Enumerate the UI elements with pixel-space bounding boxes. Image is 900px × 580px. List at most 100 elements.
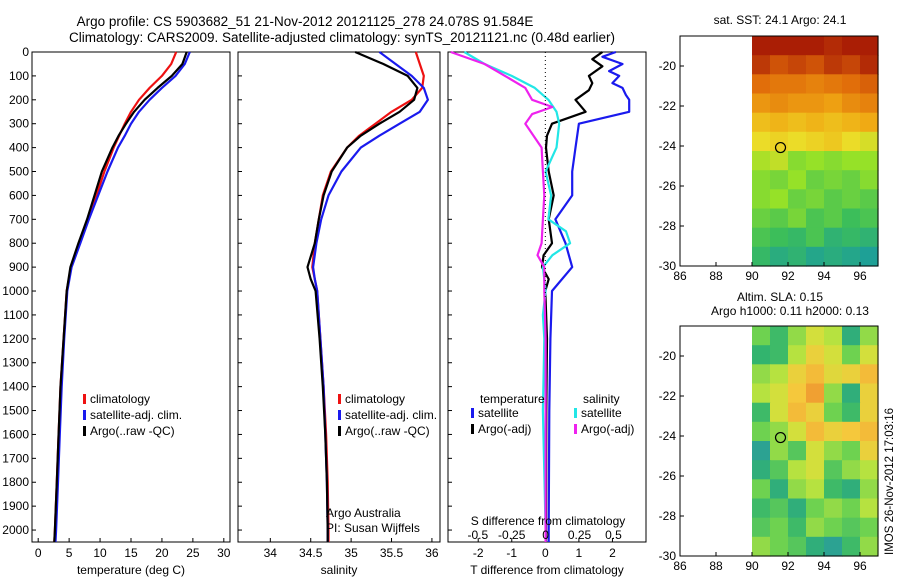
heatmap-cell — [788, 421, 807, 442]
heatmap-cell — [860, 55, 879, 75]
x-tick-label: 96 — [853, 559, 867, 573]
heatmap-cell — [860, 189, 879, 210]
legend-swatch — [83, 426, 86, 436]
heatmap-cell — [806, 402, 825, 423]
x-tick-label: 20 — [155, 546, 169, 560]
heatmap-cell — [752, 345, 771, 365]
x-tick-label: 30 — [217, 546, 231, 560]
legend-label: Argo(..raw -QC) — [90, 424, 175, 438]
y-tick-label: -28 — [659, 219, 677, 233]
heatmap-cell — [860, 402, 879, 423]
heatmap-cell — [824, 227, 843, 248]
salinity-panel: 34 34.5 35 35.5 36 salinity climatology satelli… — [237, 50, 441, 577]
heatmap-cell — [770, 131, 789, 152]
legend-swatch — [471, 408, 474, 418]
legend-label: satellite — [581, 406, 622, 420]
series-line-argo-raw-qc- — [53, 51, 188, 543]
heatmap-cell — [770, 383, 789, 404]
heatmap-cell — [806, 112, 825, 133]
heatmap-cell — [788, 55, 807, 75]
heatmap-cell — [770, 479, 789, 500]
heatmap-cell — [842, 208, 861, 229]
legend-label: Argo(-adj) — [581, 422, 634, 436]
heatmap-cell — [824, 345, 843, 365]
sla-map-panel: 86 88 90 92 94 96 -20 -22 -24 -26 -28 -30 Altim. SLA… — [659, 290, 879, 573]
y-tick-label: -22 — [659, 389, 677, 403]
x-tick-label: 94 — [817, 269, 831, 283]
y-tick-label: -30 — [659, 259, 677, 273]
heatmap-cell — [842, 93, 861, 114]
heatmap-cell — [788, 460, 807, 480]
depth-tick-label: 2000 — [2, 523, 29, 537]
heatmap-cell — [842, 112, 861, 133]
heatmap-cell — [770, 536, 789, 557]
heatmap-cell — [824, 536, 843, 557]
depth-tick-label: 1900 — [2, 499, 29, 513]
heatmap-cell — [806, 326, 825, 346]
heatmap-cell — [806, 383, 825, 404]
plot-frame — [31, 51, 231, 543]
heatmap-cell — [752, 441, 771, 461]
temperature-panel: 0 5 10 15 20 25 300100200300400500600700800900… — [2, 45, 231, 577]
heatmap-cell — [770, 208, 789, 229]
heatmap-cell — [842, 460, 861, 480]
x-tick-label: 90 — [745, 269, 759, 283]
x-tick-label: 15 — [124, 546, 138, 560]
legend-label: Argo(..raw -QC) — [345, 424, 430, 438]
heatmap-cell — [824, 460, 843, 480]
legend-swatch — [338, 394, 341, 404]
argo-location-marker — [774, 431, 787, 444]
depth-tick-label: 900 — [9, 260, 29, 274]
depth-tick-label: 300 — [9, 117, 29, 131]
depth-tick-label: 1400 — [2, 380, 29, 394]
heatmap-cell — [752, 189, 771, 210]
s-tick-label: -0.25 — [498, 528, 526, 542]
heatmap-cell — [770, 55, 789, 75]
heatmap-cell — [842, 151, 861, 171]
x-tick-label: 0 — [542, 546, 549, 560]
depth-tick-label: 100 — [9, 69, 29, 83]
heatmap-cell — [806, 364, 825, 385]
heatmap-cell — [824, 498, 843, 519]
depth-tick-label: 1600 — [2, 427, 29, 441]
title-line-2: Climatology: CARS2009. Satellite-adjuste… — [69, 30, 615, 45]
heatmap-cell — [752, 112, 771, 133]
series-line-argo-raw-qc- — [306, 50, 419, 542]
heatmap-cell — [806, 55, 825, 75]
heatmap-cell — [752, 131, 771, 152]
heatmap-cell — [752, 74, 771, 95]
heatmap-cell — [770, 517, 789, 538]
series-line-s-satellite — [463, 51, 572, 542]
y-tick-label: -22 — [659, 99, 677, 113]
annotation-line: Argo Australia — [326, 506, 401, 520]
heatmap-cell — [860, 36, 879, 56]
heatmap-cell — [860, 227, 879, 248]
depth-tick-label: 1300 — [2, 356, 29, 370]
heatmap-cell — [824, 383, 843, 404]
heatmap-cell — [788, 498, 807, 519]
legend-title: temperature — [480, 392, 545, 406]
heatmap-cell — [860, 246, 879, 267]
legend-label: satellite-adj. clim. — [90, 408, 182, 422]
difference-panel: -2 -1 0 1 2 T difference from climatology -0.5… — [447, 50, 647, 577]
heatmap-cell — [824, 189, 843, 210]
x-tick-label: 34 — [264, 546, 278, 560]
heatmap-cell — [770, 421, 789, 442]
heatmap-cell — [752, 55, 771, 75]
heatmap-cell — [842, 170, 861, 190]
heatmap-cell — [824, 55, 843, 75]
heatmap-cell — [860, 498, 879, 519]
heatmap-cell — [842, 498, 861, 519]
depth-tick-label: 800 — [9, 236, 29, 250]
legend-swatch — [83, 394, 86, 404]
heatmap-cell — [770, 74, 789, 95]
heatmap-cell — [824, 74, 843, 95]
y-tick-label: -20 — [659, 59, 677, 73]
x-tick-label: 88 — [709, 559, 723, 573]
heatmap-cell — [806, 536, 825, 557]
heatmap-cell — [842, 536, 861, 557]
heatmap-cell — [770, 326, 789, 346]
heatmap-cell — [752, 460, 771, 480]
depth-tick-label: 200 — [9, 93, 29, 107]
